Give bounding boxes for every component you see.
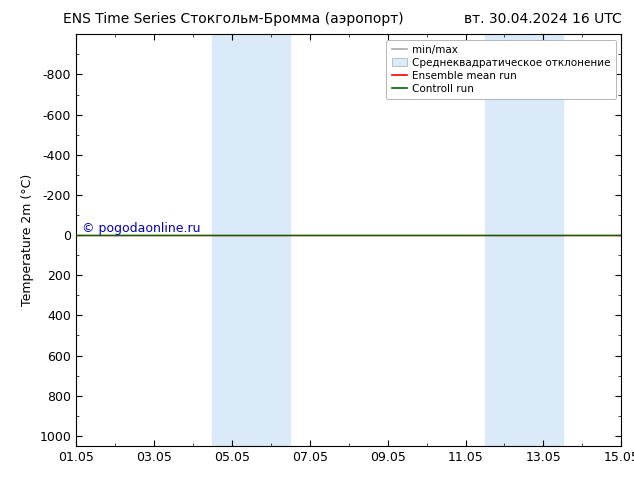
Text: вт. 30.04.2024 16 UTC: вт. 30.04.2024 16 UTC (463, 12, 621, 26)
Bar (212, 34, 290, 446)
Bar (485, 34, 563, 446)
Y-axis label: Temperature 2m (°C): Temperature 2m (°C) (21, 174, 34, 306)
Text: © pogodaonline.ru: © pogodaonline.ru (82, 222, 200, 235)
Text: ENS Time Series Стокгольм-Бромма (аэропорт): ENS Time Series Стокгольм-Бромма (аэропо… (63, 12, 404, 26)
Legend: min/max, Среднеквадратическое отклонение, Ensemble mean run, Controll run: min/max, Среднеквадратическое отклонение… (386, 40, 616, 99)
